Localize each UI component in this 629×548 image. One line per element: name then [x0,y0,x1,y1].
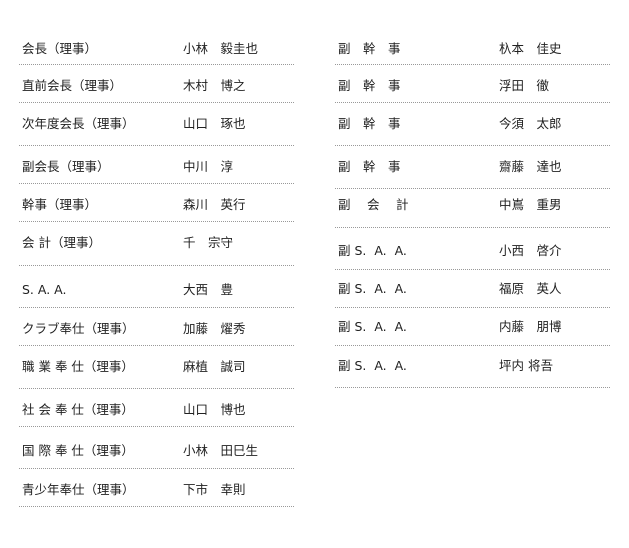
officer-name: 中嶌 重男 [499,197,562,212]
officer-name: 木村 博之 [183,78,246,93]
officer-role: 副 幹 事 [338,78,401,93]
officer-name: 加藤 燿秀 [183,321,246,336]
officer-role: 副 S. A. A. [338,358,407,373]
officer-row: 青少年奉仕（理事） 下市 幸則 [19,469,294,507]
officer-name: 麻植 誠司 [183,359,246,374]
officer-name: 中川 淳 [183,159,234,174]
officer-row: S. A. A. 大西 豊 [19,266,294,308]
officer-name: 齋藤 達也 [499,159,562,174]
officer-row: クラブ奉仕（理事） 加藤 燿秀 [19,308,294,346]
officer-row: 副 幹 事 杁本 佳史 [335,28,610,65]
officer-role: 副 幹 事 [338,116,401,131]
officer-name: 今須 太郎 [499,116,562,131]
officer-row: 会長（理事） 小林 毅圭也 [19,28,294,65]
officer-name: 小林 田巳生 [183,443,259,458]
officer-row: 直前会長（理事） 木村 博之 [19,65,294,103]
officer-role: 副 S. A. A. [338,243,407,258]
officer-role: 副会長（理事） [22,159,110,174]
officer-row: 副 会 計 中嶌 重男 [335,189,610,228]
officer-role: 副 会 計 [338,197,409,212]
officer-row: 副 幹 事 今須 太郎 [335,103,610,146]
officer-name: 下市 幸則 [183,482,246,497]
officer-role: S. A. A. [22,282,67,297]
officer-name: 杁本 佳史 [499,41,562,56]
officer-role: 副 S. A. A. [338,281,407,296]
officer-role: 会 計（理事） [22,235,101,250]
officer-row: 副会長（理事） 中川 淳 [19,146,294,184]
officer-role: 直前会長（理事） [22,78,123,93]
officer-row: 社 会 奉 仕（理事） 山口 博也 [19,389,294,427]
officer-role: 次年度会長（理事） [22,116,135,131]
officer-row: 幹事（理事） 森川 英行 [19,184,294,222]
officer-row: 副 S. A. A. 福原 英人 [335,270,610,308]
officer-name: 坪内 将吾 [499,358,553,373]
officer-row: 副 幹 事 齋藤 達也 [335,146,610,189]
officer-role: クラブ奉仕（理事） [22,321,135,336]
officer-role: 幹事（理事） [22,197,98,212]
officer-role: 副 幹 事 [338,159,401,174]
officer-name: 大西 豊 [183,282,234,297]
officer-row: 国 際 奉 仕（理事） 小林 田巳生 [19,427,294,469]
officer-name: 山口 博也 [183,402,246,417]
officer-role: 社 会 奉 仕（理事） [22,402,134,417]
officer-name: 内藤 朋博 [499,319,562,334]
officer-name: 小林 毅圭也 [183,41,259,56]
officer-role: 青少年奉仕（理事） [22,482,135,497]
officer-name: 福原 英人 [499,281,562,296]
officer-name: 森川 英行 [183,197,246,212]
officer-role: 国 際 奉 仕（理事） [22,443,134,458]
officer-row: 会 計（理事） 千 宗守 [19,222,294,266]
officer-list-right: 副 幹 事杁本 佳史副 幹 事浮田 徹副 幹 事今須 太郎副 幹 事齋藤 達也副… [335,28,610,388]
officer-row: 副 幹 事 浮田 徹 [335,65,610,103]
officer-name: 千 宗守 [183,235,234,250]
officer-role: 副 S. A. A. [338,319,407,334]
officer-row: 次年度会長（理事） 山口 琢也 [19,103,294,146]
officer-list-left: 会長（理事） 小林 毅圭也直前会長（理事） 木村 博之次年度会長（理事） 山口 琢也副… [19,28,294,507]
officer-row: 副 S. A. A. 小西 啓介 [335,228,610,270]
officer-role: 職 業 奉 仕（理事） [22,359,134,374]
officer-role: 会長（理事） [22,41,98,56]
officer-row: 副 S. A. A. 坪内 将吾 [335,346,610,388]
officer-row: 副 S. A. A. 内藤 朋博 [335,308,610,346]
officer-row: 職 業 奉 仕（理事） 麻植 誠司 [19,346,294,389]
officer-role: 副 幹 事 [338,41,401,56]
officer-name: 小西 啓介 [499,243,562,258]
officer-name: 山口 琢也 [183,116,246,131]
officer-name: 浮田 徹 [499,78,550,93]
